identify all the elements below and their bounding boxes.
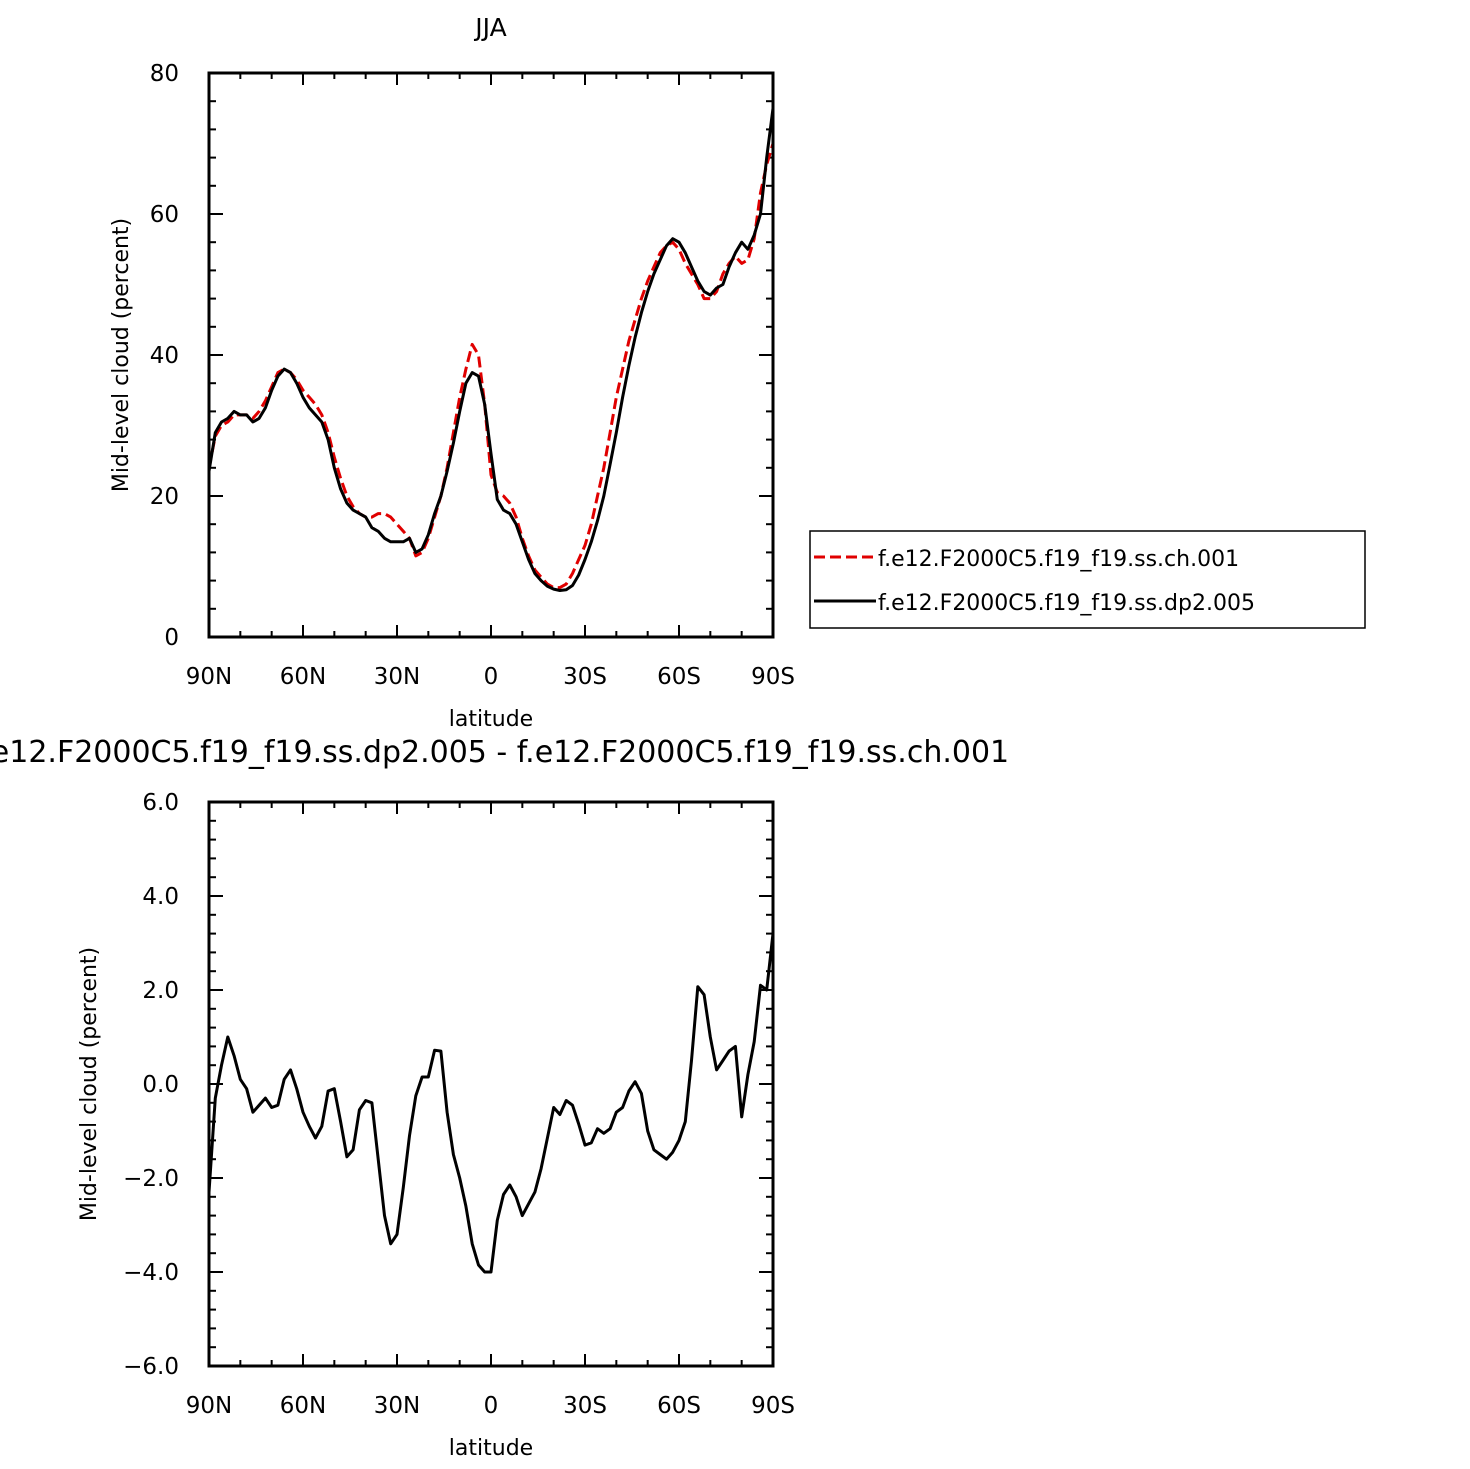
plot-frame bbox=[207, 71, 775, 639]
legend-label-series-1: f.e12.F2000C5.f19_f19.ss.ch.001 bbox=[878, 547, 1239, 572]
x-tick-labels: 90N 60N 30N 0 30S 60S 90S bbox=[186, 664, 795, 690]
plot-frame bbox=[207, 800, 775, 1368]
y-tick-label: 6.0 bbox=[142, 790, 179, 816]
chart-title: JJA bbox=[473, 13, 506, 42]
y-tick-labels: 0 20 40 60 80 bbox=[150, 61, 179, 651]
x-tick-label: 90N bbox=[186, 1393, 232, 1419]
y-tick-labels: −6.0 −4.0 −2.0 0.0 2.0 4.0 6.0 bbox=[123, 790, 179, 1380]
y-tick-label: 2.0 bbox=[142, 978, 179, 1004]
y-tick-label: −4.0 bbox=[123, 1260, 179, 1286]
y-tick-label: 60 bbox=[150, 202, 179, 228]
x-axis-label: latitude bbox=[449, 1436, 533, 1461]
x-axis-label: latitude bbox=[449, 707, 533, 732]
x-tick-label: 60N bbox=[280, 1393, 326, 1419]
y-tick-label: 20 bbox=[150, 484, 179, 510]
series-group bbox=[209, 108, 773, 592]
x-tick-label: 0 bbox=[484, 1393, 499, 1419]
x-tick-label: 90N bbox=[186, 664, 232, 690]
x-tick-label: 90S bbox=[751, 1393, 795, 1419]
series-line-2 bbox=[209, 108, 773, 592]
tick-marks bbox=[208, 72, 774, 638]
x-tick-label: 30N bbox=[374, 664, 420, 690]
series-line-1 bbox=[209, 933, 773, 1274]
x-tick-label: 60S bbox=[657, 1393, 701, 1419]
y-tick-label: −6.0 bbox=[123, 1354, 179, 1380]
x-tick-label: 90S bbox=[751, 664, 795, 690]
x-tick-label: 0 bbox=[484, 664, 499, 690]
chart-title: f.e12.F2000C5.f19_f19.ss.dp2.005 - f.e12… bbox=[0, 735, 1009, 770]
x-tick-label: 60S bbox=[657, 664, 701, 690]
legend-label-series-2: f.e12.F2000C5.f19_f19.ss.dp2.005 bbox=[878, 591, 1255, 616]
series-line-1 bbox=[209, 143, 773, 590]
x-tick-label: 30N bbox=[374, 1393, 420, 1419]
legend-box bbox=[809, 530, 1366, 629]
x-tick-labels: 90N 60N 30N 0 30S 60S 90S bbox=[186, 1393, 795, 1419]
x-tick-label: 30S bbox=[563, 664, 607, 690]
legend: f.e12.F2000C5.f19_f19.ss.ch.001 f.e12.F2… bbox=[809, 530, 1366, 629]
y-axis-label: Mid-level cloud (percent) bbox=[109, 218, 134, 492]
y-tick-label: 40 bbox=[150, 343, 179, 369]
bottom-panel: f.e12.F2000C5.f19_f19.ss.dp2.005 - f.e12… bbox=[0, 735, 1009, 1461]
x-tick-label: 60N bbox=[280, 664, 326, 690]
y-tick-label: 80 bbox=[150, 61, 179, 87]
y-tick-label: −2.0 bbox=[123, 1166, 179, 1192]
y-tick-label: 4.0 bbox=[142, 884, 179, 910]
series-group bbox=[209, 933, 773, 1274]
top-panel: JJA 90N 60N 30N 0 30S 60S 90S 0 20 40 60 80 latitu… bbox=[109, 13, 795, 732]
y-tick-label: 0 bbox=[164, 625, 179, 651]
y-tick-label: 0.0 bbox=[142, 1072, 179, 1098]
x-tick-label: 30S bbox=[563, 1393, 607, 1419]
y-axis-label: Mid-level cloud (percent) bbox=[77, 947, 102, 1221]
